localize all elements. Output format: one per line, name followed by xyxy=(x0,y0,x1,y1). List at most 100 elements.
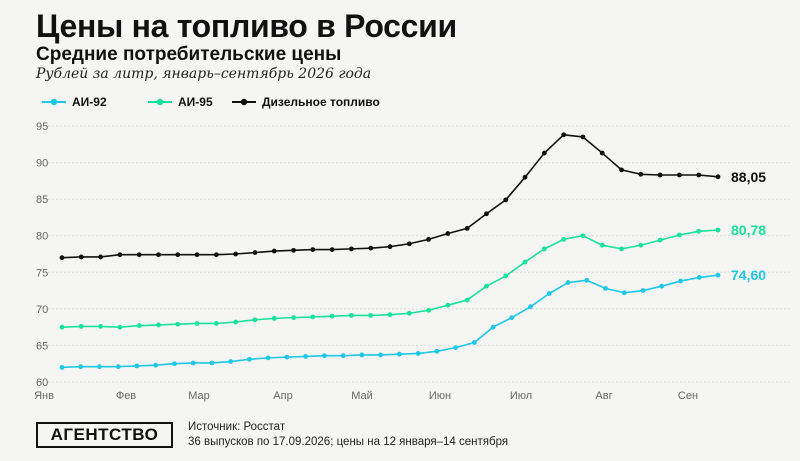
data-point-ai92-3 xyxy=(115,364,121,370)
data-point-diesel-0 xyxy=(59,255,65,261)
x-tick-label-3: Апр xyxy=(273,390,292,402)
data-point-diesel-29 xyxy=(619,167,624,173)
data-point-diesel-26 xyxy=(561,132,567,138)
x-tick-label-2: Мар xyxy=(188,390,210,402)
source-note: Источник: Росстат 36 выпусков по 17.09.2… xyxy=(188,420,508,450)
data-point-diesel-23 xyxy=(503,197,509,203)
data-point-ai95-26 xyxy=(561,236,567,242)
data-point-ai92-31 xyxy=(640,288,646,293)
agency-logo: АГЕНТСТВО xyxy=(36,422,173,448)
legend-marker-ai95 xyxy=(156,98,164,106)
data-point-ai92-35 xyxy=(715,272,721,278)
y-tick-label-75: 75 xyxy=(36,267,48,279)
data-point-ai92-22 xyxy=(471,340,477,345)
data-point-ai92-33 xyxy=(678,278,683,284)
data-point-ai95-5 xyxy=(156,322,161,328)
data-point-ai92-24 xyxy=(509,315,515,321)
data-point-ai95-17 xyxy=(387,312,393,318)
data-point-ai92-17 xyxy=(378,352,384,358)
page-title: Цены на топливо в России xyxy=(36,8,457,44)
data-point-ai92-26 xyxy=(546,291,552,296)
data-point-ai92-10 xyxy=(247,356,252,362)
x-tick-label-4: Май xyxy=(351,390,373,402)
data-point-diesel-8 xyxy=(213,252,219,258)
data-point-diesel-1 xyxy=(78,254,84,260)
data-point-ai92-15 xyxy=(340,353,346,359)
data-point-diesel-34 xyxy=(715,174,721,180)
source-line-1: Источник: Росстат xyxy=(188,421,286,433)
data-point-ai92-21 xyxy=(453,345,458,351)
data-point-diesel-31 xyxy=(657,172,663,178)
data-point-ai92-23 xyxy=(490,324,496,330)
data-point-diesel-21 xyxy=(464,226,470,231)
data-point-ai92-7 xyxy=(190,360,196,366)
x-tick-label-6: Июл xyxy=(510,390,532,402)
unit-note: Рублей за литр, январь–сентябрь 2026 год… xyxy=(36,66,372,82)
data-point-ai95-9 xyxy=(233,319,239,325)
data-point-ai92-14 xyxy=(322,353,327,359)
data-point-ai95-15 xyxy=(349,313,354,318)
data-point-ai95-20 xyxy=(445,302,451,308)
data-point-ai92-13 xyxy=(303,354,309,359)
data-point-diesel-14 xyxy=(329,247,335,253)
data-point-diesel-22 xyxy=(484,211,489,217)
data-point-ai92-27 xyxy=(565,280,571,285)
x-tick-label-8: Сен xyxy=(678,390,698,402)
data-point-diesel-27 xyxy=(580,134,586,140)
x-tick-label-5: Июн xyxy=(429,390,451,402)
data-point-ai92-11 xyxy=(265,355,271,361)
end-label-diesel: 88,05 xyxy=(731,169,766,185)
data-point-ai92-19 xyxy=(415,351,421,356)
data-point-ai92-8 xyxy=(209,360,215,366)
data-point-ai95-24 xyxy=(522,259,528,265)
series-line-ai92 xyxy=(61,274,719,369)
data-point-diesel-15 xyxy=(349,246,354,252)
data-point-ai95-27 xyxy=(580,233,586,239)
data-point-diesel-19 xyxy=(426,236,431,242)
data-point-ai95-10 xyxy=(252,317,258,323)
data-point-diesel-2 xyxy=(98,254,103,260)
data-point-diesel-20 xyxy=(445,231,451,236)
y-tick-label-70: 70 xyxy=(36,304,48,316)
data-point-ai95-32 xyxy=(677,232,682,238)
data-point-ai95-18 xyxy=(406,310,412,316)
data-point-ai95-14 xyxy=(329,313,335,319)
data-point-diesel-12 xyxy=(291,247,296,253)
data-point-ai95-29 xyxy=(619,246,624,252)
data-point-diesel-30 xyxy=(638,171,644,177)
y-tick-label-85: 85 xyxy=(36,194,48,206)
data-point-ai92-28 xyxy=(584,277,590,283)
end-label-ai92: 74,60 xyxy=(731,267,766,283)
data-point-diesel-28 xyxy=(599,150,605,156)
data-point-diesel-25 xyxy=(541,150,547,156)
legend-marker-ai92 xyxy=(50,98,58,106)
data-point-ai95-4 xyxy=(136,323,142,329)
data-point-ai95-1 xyxy=(78,324,84,329)
data-point-ai92-2 xyxy=(97,364,102,370)
data-point-ai95-13 xyxy=(310,314,316,320)
data-point-ai92-12 xyxy=(284,354,290,360)
data-point-ai92-5 xyxy=(153,362,159,368)
x-tick-label-0: Янв xyxy=(34,390,54,402)
x-tick-label-7: Авг xyxy=(595,390,612,402)
data-point-diesel-4 xyxy=(136,252,142,258)
data-point-diesel-5 xyxy=(156,252,161,258)
data-point-diesel-11 xyxy=(271,248,277,254)
data-point-ai92-9 xyxy=(228,359,234,364)
data-point-ai92-30 xyxy=(621,290,627,296)
data-point-ai92-20 xyxy=(434,348,440,354)
data-point-ai95-8 xyxy=(213,321,219,326)
data-point-ai95-7 xyxy=(194,321,200,326)
data-point-ai92-6 xyxy=(172,361,177,367)
y-tick-label-95: 95 xyxy=(36,121,48,133)
data-point-ai92-18 xyxy=(396,351,402,357)
data-point-ai92-0 xyxy=(59,364,65,370)
data-point-ai95-23 xyxy=(503,273,509,279)
data-point-ai92-16 xyxy=(359,352,365,358)
data-point-ai95-28 xyxy=(599,242,605,248)
data-point-ai95-22 xyxy=(484,283,489,289)
data-point-diesel-6 xyxy=(175,252,181,258)
page-subtitle: Средние потребительские цены xyxy=(36,44,342,65)
y-tick-label-60: 60 xyxy=(36,377,48,389)
